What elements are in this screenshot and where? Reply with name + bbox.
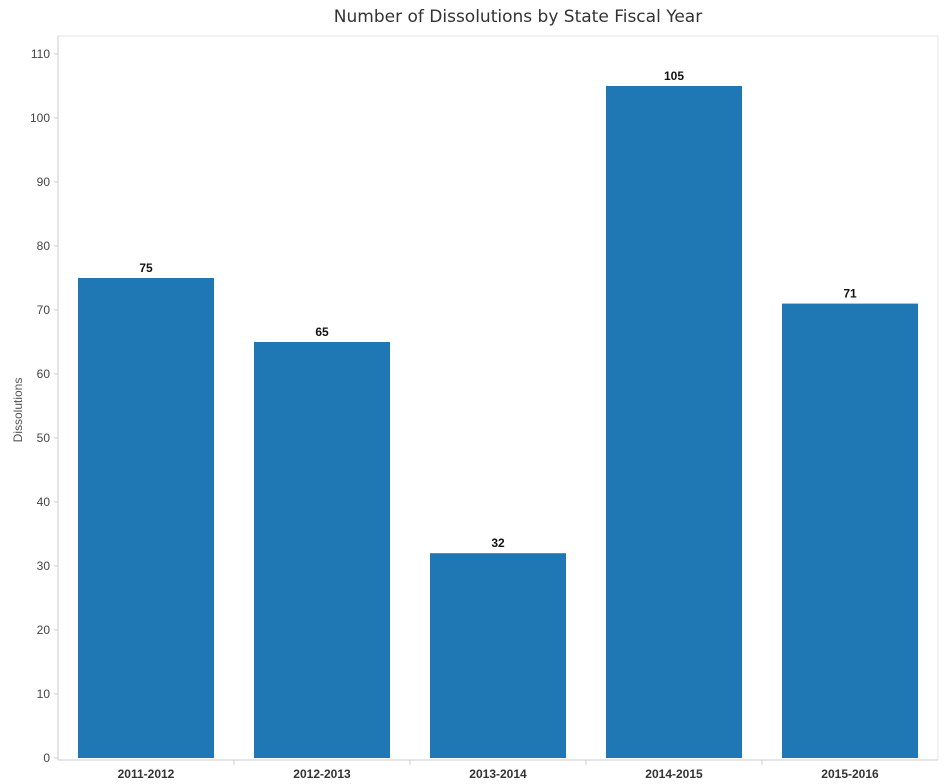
y-axis-label: Dissolutions (11, 378, 25, 443)
y-tick-label: 0 (43, 751, 50, 765)
data-label: 65 (315, 325, 329, 339)
data-label: 105 (664, 69, 684, 83)
y-tick-label: 20 (37, 623, 51, 637)
data-labels-group: 75 65 32 105 71 (139, 69, 857, 550)
x-axis: 2011-2012 2012-2013 2013-2014 2014-2015 2015… (118, 760, 879, 781)
y-tick-label: 100 (30, 111, 50, 125)
y-tick-label: 30 (37, 559, 51, 573)
data-label: 71 (843, 287, 857, 301)
data-label: 32 (491, 536, 505, 550)
plot-frame (57, 35, 939, 761)
x-tick-label: 2011-2012 (118, 767, 175, 781)
bar (430, 553, 566, 758)
x-tick-label: 2012-2013 (293, 767, 351, 781)
x-tick-label: 2014-2015 (645, 767, 703, 781)
x-tick-label: 2013-2014 (469, 767, 527, 781)
y-tick-label: 40 (37, 495, 51, 509)
y-tick-label: 70 (37, 303, 51, 317)
bar (254, 342, 390, 758)
bar (782, 303, 918, 758)
bars-group (78, 86, 918, 758)
y-tick-label: 110 (31, 47, 50, 61)
y-tick-label: 80 (37, 239, 51, 253)
y-tick-label: 10 (37, 687, 51, 701)
y-tick-label: 90 (37, 175, 51, 189)
y-tick-label: 60 (37, 367, 51, 381)
x-tick-label: 2015-2016 (821, 767, 879, 781)
y-axis: 0 10 20 30 40 50 60 70 80 90 100 110 (30, 47, 58, 765)
bar (78, 278, 214, 758)
chart-title: Number of Dissolutions by State Fiscal Y… (334, 7, 702, 27)
data-label: 75 (139, 261, 153, 275)
y-tick-label: 50 (37, 431, 51, 445)
bar (606, 86, 742, 758)
